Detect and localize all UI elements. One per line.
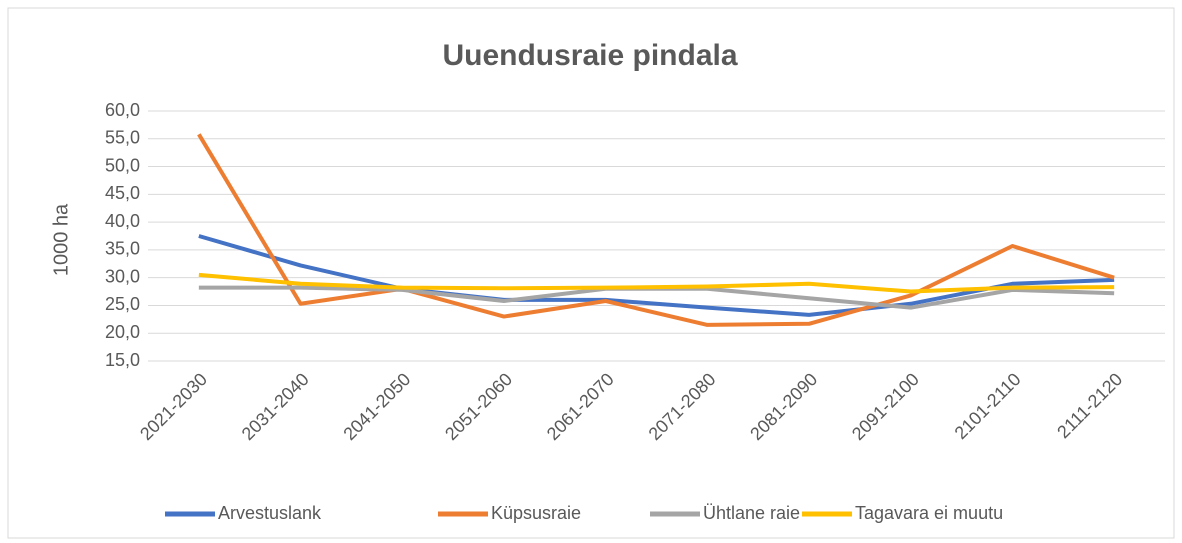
y-tick-label: 35,0 bbox=[105, 239, 140, 259]
y-tick-label: 25,0 bbox=[105, 294, 140, 314]
y-tick-label: 60,0 bbox=[105, 100, 140, 120]
y-tick-label: 40,0 bbox=[105, 211, 140, 231]
y-tick-label: 50,0 bbox=[105, 155, 140, 175]
series-line bbox=[198, 272, 1115, 294]
y-tick-label: 30,0 bbox=[105, 266, 140, 286]
series-line bbox=[197, 133, 1115, 327]
y-tick-label: 20,0 bbox=[105, 322, 140, 342]
y-tick-label: 15,0 bbox=[105, 350, 140, 370]
series-line bbox=[198, 234, 1115, 317]
y-axis-label: 1000 ha bbox=[50, 203, 72, 276]
chart-border bbox=[7, 7, 1175, 539]
chart-title: Uuendusraie pindala bbox=[442, 39, 737, 72]
legend-label: Ühtlane raie bbox=[703, 503, 800, 523]
y-tick-label: 55,0 bbox=[105, 128, 140, 148]
legend-label: Arvestuslank bbox=[218, 503, 322, 523]
legend-label: Tagavara ei muutu bbox=[855, 503, 1003, 523]
legend-label: Küpsusraie bbox=[491, 503, 581, 523]
y-tick-label: 45,0 bbox=[105, 183, 140, 203]
